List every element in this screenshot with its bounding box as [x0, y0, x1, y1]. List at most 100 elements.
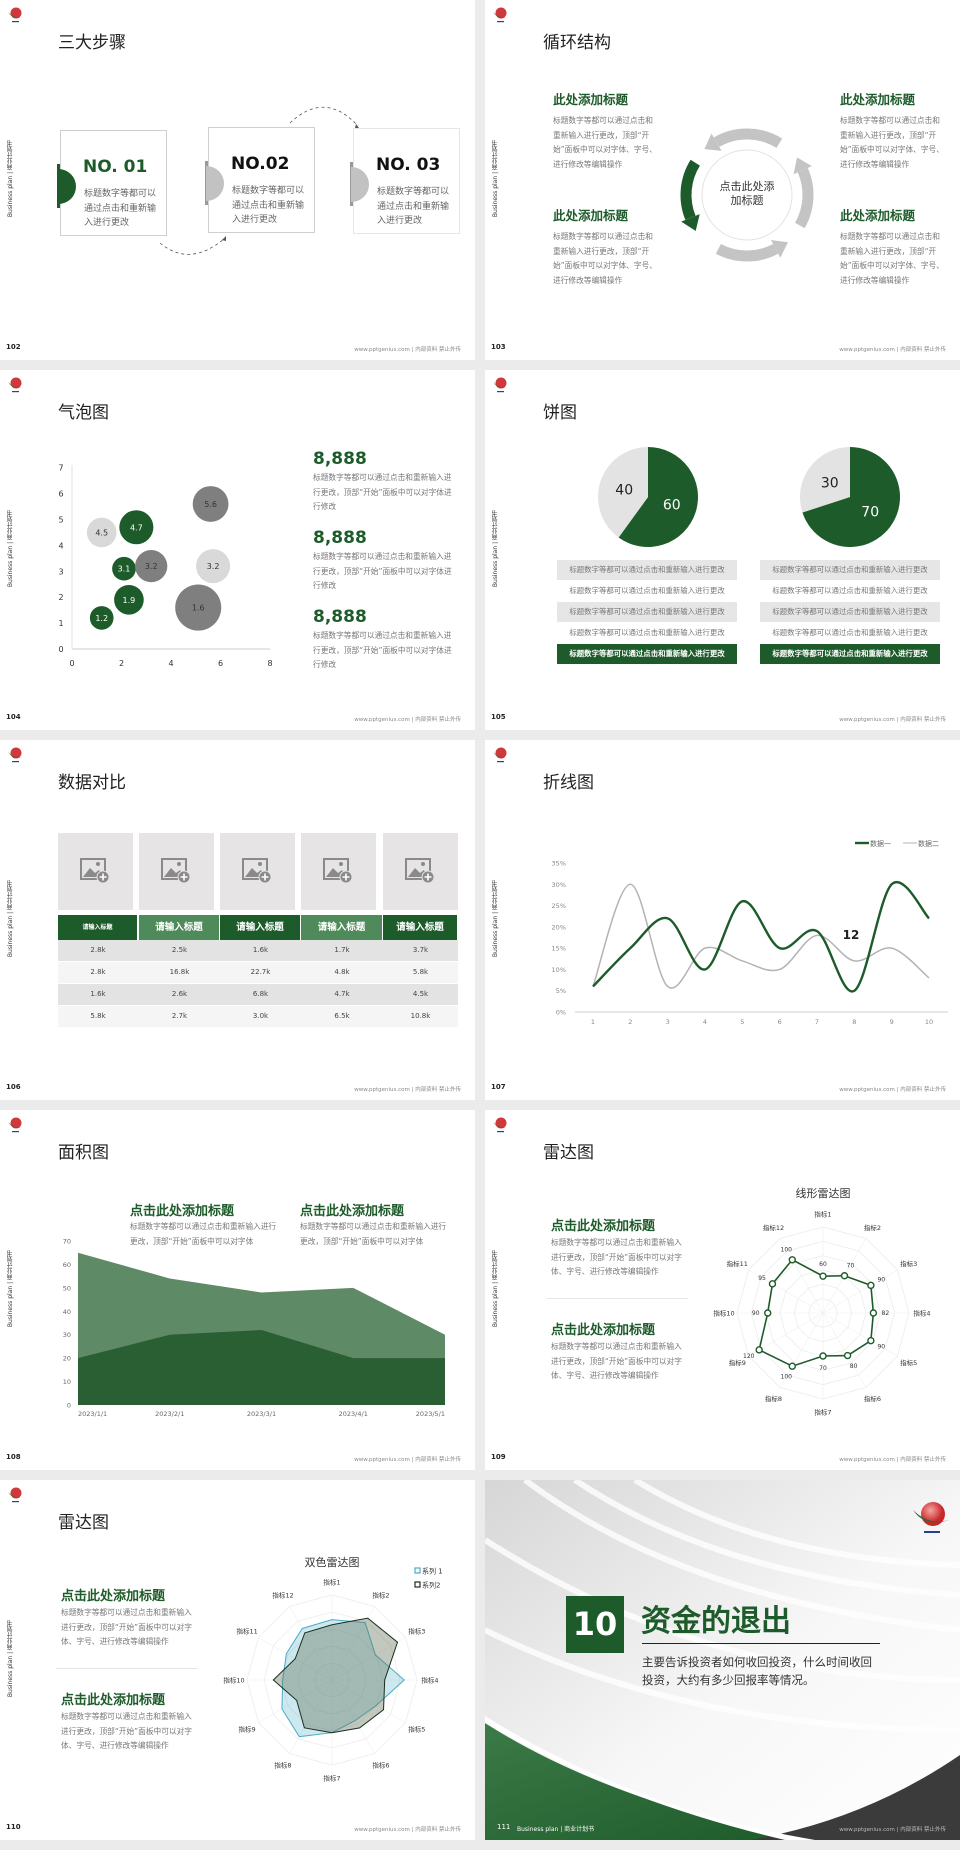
- table-cell: 3.0k: [252, 1012, 269, 1020]
- table-cell: 5.8k: [90, 1012, 106, 1020]
- step-text: 标题数字等都可以通过点击和重新输入进行更改: [232, 186, 305, 225]
- pie-caption-row: 标题数字等都可以通过点击和重新输入进行更改: [772, 586, 928, 595]
- footer-text: www.pptgenius.com | 内部资料 禁止外传: [354, 1827, 461, 1833]
- image-placeholder[interactable]: [139, 833, 214, 910]
- legend-label: 系列 1: [422, 1567, 443, 1576]
- table-cell: 16.8k: [169, 968, 190, 976]
- radar-value-label: 60: [819, 1261, 827, 1268]
- step-card-3[interactable]: NO. 03 标题数字等都可以通过点击和重新输入进行更改: [350, 128, 460, 234]
- image-placeholder[interactable]: [301, 833, 376, 910]
- sun-wave-logo: [493, 377, 507, 393]
- bubble-chart: 0 2 4 6 8 0 1 2 3 4 5 6 7 4.5 4.7 3.1 3.2 5.6 3.2 1.9 1.2 1.6: [58, 464, 272, 668]
- table-cell: 22.7k: [250, 968, 271, 976]
- slide-107[interactable]: 折线图 0% 5% 10% 15% 20% 25% 30% 35% 1 2 3 4 5 6 7 8 9 10 12 数…: [485, 740, 960, 1100]
- x-tick-label: 2023/4/1: [339, 1410, 368, 1418]
- bubble: [119, 510, 154, 545]
- radar-value-label: 70: [819, 1365, 827, 1372]
- cycle-arrow-bottom: [715, 240, 788, 262]
- image-placeholder[interactable]: [220, 833, 295, 910]
- slide-108[interactable]: 面积图 0 10 20 30 40 50 60 70 2023/1/1 2023/2/1 2023/…: [0, 1110, 475, 1470]
- add-image-icon[interactable]: [323, 858, 353, 884]
- y-tick-label: 10: [63, 1378, 71, 1386]
- slide-title: 三大步骤: [58, 33, 126, 53]
- page-number: 109: [491, 1453, 506, 1461]
- table-cell: 6.5k: [334, 1012, 350, 1020]
- stat-value: 8,888: [313, 449, 367, 469]
- bubble: [112, 556, 136, 581]
- radar-point: [788, 1362, 796, 1370]
- slide-103[interactable]: 循环结构 点击此处添加标题 此处添加标题 标题数字等都可以通过点击和重新输入进行…: [485, 0, 960, 360]
- slide-104[interactable]: 气泡图 0 2 4 6 8 0 1 2 3 4 5 6 7 4.5 4.7 3.1 3.2 5.6 3.2 1.9 1.…: [0, 370, 475, 730]
- radar-axis-label: 指标12: [272, 1591, 293, 1600]
- bubble-label: 3.1: [118, 565, 131, 574]
- divider: [547, 1298, 688, 1299]
- table-cell: 3.7k: [412, 946, 429, 954]
- table-cell: 2.7k: [171, 1012, 188, 1020]
- radar-spoke: [258, 1679, 333, 1723]
- radar-value-label: 82: [882, 1310, 890, 1317]
- radar-axis-label: 指标7: [814, 1408, 831, 1417]
- add-image-icon[interactable]: [242, 858, 272, 884]
- cycle-center-label[interactable]: 点击此处添加标题: [719, 180, 775, 207]
- block-heading: 点击此处添加标题: [551, 1323, 656, 1338]
- add-image-icon[interactable]: [80, 858, 110, 884]
- footer-text: www.pptgenius.com | 内部资料 禁止外传: [839, 1827, 946, 1833]
- cycle-diagram: [680, 128, 814, 262]
- slide-110[interactable]: 雷达图 点击此处添加标题 标题数字等都可以通过点击和重新输入进行更改，顶部“开始…: [0, 1480, 475, 1840]
- side-label: Business plan | 商业计划书: [7, 1250, 14, 1328]
- side-label: Business plan | 商业计划书: [517, 1826, 595, 1833]
- radar-value-label: 90: [752, 1310, 760, 1317]
- slide-105[interactable]: 饼图 60 40 70 30 Business plan | 商业计划书 105 www.…: [485, 370, 960, 730]
- title-underline: [642, 1643, 880, 1644]
- half-circle-marker: [58, 169, 76, 204]
- slide-102[interactable]: 三大步骤 NO. 01 标题数字等都可以通过点击和重新输入进行更改 NO.02 …: [0, 0, 475, 360]
- slide-111-section-cover[interactable]: 10 资金的退出 主要告诉投资者如何收回投资，什么时间收回投资，大约有多少回报率…: [485, 1480, 960, 1840]
- radar-value-label: 100: [781, 1246, 793, 1253]
- section-description: 主要告诉投资者如何收回投资，什么时间收回投资，大约有多少回报率等情况。: [642, 1655, 872, 1687]
- pie-caption-row: 标题数字等都可以通过点击和重新输入进行更改: [760, 644, 940, 664]
- y-tick-label: 5%: [556, 987, 566, 995]
- slide-106[interactable]: 数据对比 Business plan | 商业计划书 106 www.pptgeni…: [0, 740, 475, 1100]
- y-tick-label: 7: [58, 464, 63, 473]
- image-placeholder[interactable]: [58, 833, 133, 910]
- radar-axis-label: 指标10: [713, 1309, 734, 1318]
- slide-109[interactable]: 雷达图 点击此处添加标题 标题数字等都可以通过点击和重新输入进行更改，顶部“开始…: [485, 1110, 960, 1470]
- bubble-label: 1.2: [95, 614, 108, 623]
- footer-text: www.pptgenius.com | 内部资料 禁止外传: [839, 1087, 946, 1093]
- x-tick-label: 0: [69, 659, 74, 668]
- radar-axis-label: 指标11: [236, 1627, 257, 1636]
- footer-text: www.pptgenius.com | 内部资料 禁止外传: [839, 1457, 946, 1463]
- x-tick-label: 6: [778, 1018, 782, 1026]
- dual-radar-chart: 指标1 指标2 指标3 指标4 指标5 指标6 指标7 指标8 指标9 指标10 指标11 指标12 双…: [223, 1555, 443, 1783]
- block-text: 标题数字等都可以通过点击和重新输入进行更改，顶部“开始”面板中可以对字体、字号、…: [840, 116, 944, 169]
- block-text: 标题数字等都可以通过点击和重新输入进行更改，顶部“开始”面板中可以对字体、字号、…: [840, 232, 944, 285]
- step-card-1[interactable]: NO. 01 标题数字等都可以通过点击和重新输入进行更改: [57, 130, 167, 236]
- block-text: 标题数字等都可以通过点击和重新输入进行更改，顶部“开始”面板中可以对字体、字号、…: [61, 1608, 192, 1646]
- y-tick-label: 70: [63, 1238, 71, 1246]
- radar-value-label: 80: [850, 1363, 858, 1370]
- step-card-2[interactable]: NO.02 标题数字等都可以通过点击和重新输入进行更改: [205, 127, 315, 233]
- radar-spoke: [779, 1238, 824, 1314]
- pie-caption-row: 标题数字等都可以通过点击和重新输入进行更改: [760, 602, 940, 622]
- stat-value: 8,888: [313, 607, 367, 627]
- image-placeholder[interactable]: [383, 833, 458, 910]
- stat-text: 标题数字等都可以通过点击和重新输入进行更改，顶部“开始”面板中可以对字体进行修改: [313, 473, 452, 511]
- x-tick-label: 10: [925, 1018, 933, 1026]
- divider: [56, 1668, 198, 1669]
- table-cell: 1.6k: [90, 990, 106, 998]
- block-text: 标题数字等都可以通过点击和重新输入进行更改，顶部“开始”面板中可以对字体、字号、…: [553, 116, 657, 169]
- radar-point: [755, 1346, 763, 1354]
- block-heading: 点击此处添加标题: [551, 1219, 656, 1234]
- radar-spoke: [289, 1606, 333, 1681]
- add-image-icon[interactable]: [405, 858, 435, 884]
- sun-wave-logo: [493, 1117, 507, 1133]
- page-number: 111: [497, 1823, 511, 1831]
- bubble-label: 3.2: [207, 562, 220, 571]
- y-tick-label: 0: [67, 1402, 71, 1410]
- add-image-icon[interactable]: [161, 858, 191, 884]
- bubble-label: 4.7: [130, 523, 143, 532]
- block-heading: 点击此处添加标题: [300, 1204, 405, 1219]
- bubble-label: 1.9: [123, 596, 136, 605]
- cycle-arrow-green: [680, 159, 701, 231]
